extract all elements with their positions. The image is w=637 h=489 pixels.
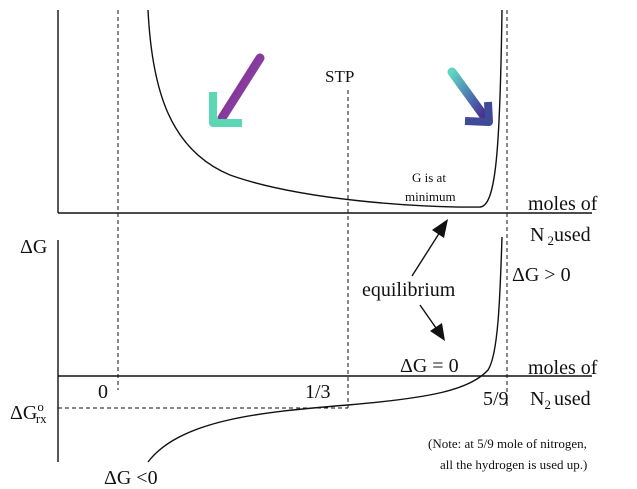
axis-label-rest: used: [554, 388, 591, 410]
axis-label-rest: used: [554, 224, 591, 246]
delta-g-curve: [148, 237, 502, 462]
g-rx-base: ΔG: [10, 402, 37, 424]
zero-label: ΔG = 0: [400, 355, 459, 377]
axis-label-n: N: [530, 388, 544, 410]
negative-label: ΔG <0: [104, 467, 158, 489]
tick-label: 1/3: [305, 381, 331, 403]
arrow-down: [420, 305, 436, 328]
axis-label-sub: 2: [544, 397, 551, 412]
g-rx-sub: rx: [36, 411, 47, 426]
y-label: ΔG: [20, 236, 47, 258]
arrow-up: [412, 232, 440, 276]
axis-label: moles of: [528, 357, 598, 379]
stp-label: STP: [325, 67, 354, 86]
note: (Note: at 5/9 mole of nitrogen,: [428, 436, 587, 451]
note: all the hydrogen is used up.): [440, 457, 587, 472]
minimum-label: G is at: [412, 170, 446, 185]
icon-arrow-left: [213, 58, 260, 123]
arrowhead: [432, 219, 448, 238]
positive-label: ΔG > 0: [512, 264, 571, 286]
equilibrium-label: equilibrium: [362, 279, 456, 301]
diagram: STP G is at minimum moles of N2used ΔG e…: [0, 0, 637, 489]
tick-label: 0: [98, 381, 108, 403]
minimum-label: minimum: [405, 189, 456, 204]
arrowhead: [430, 323, 445, 341]
tick-label: 5/9: [483, 388, 509, 410]
icon-arrow-right: [452, 72, 489, 122]
g-curve: [148, 10, 502, 207]
axis-label-n: N: [530, 224, 544, 246]
axis-label: moles of: [528, 193, 598, 215]
